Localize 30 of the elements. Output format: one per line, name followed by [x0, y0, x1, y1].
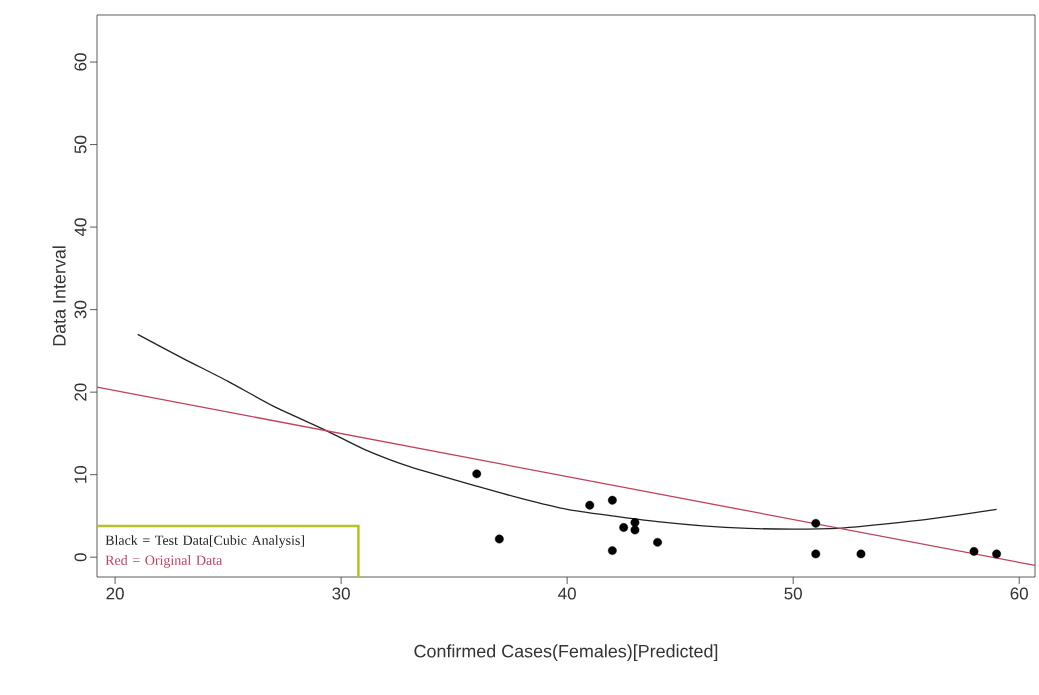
y-tick-label: 0 [74, 553, 87, 562]
point [630, 525, 640, 535]
point [585, 500, 595, 510]
y-tick-label: 30 [74, 300, 87, 319]
point [811, 518, 821, 528]
x-axis-title: Confirmed Cases(Females)[Predicted] [414, 644, 718, 662]
x-tick-label: 40 [558, 587, 576, 600]
point [856, 549, 866, 559]
text: Black = Test Data[Cubic Analysis] [105, 535, 304, 548]
point [653, 537, 662, 547]
y-tick-label: 40 [74, 218, 87, 237]
x-tick-label: 60 [1010, 587, 1028, 600]
y-tick-label: 10 [74, 465, 87, 483]
line-series [137, 333, 998, 530]
point [992, 549, 1001, 559]
y-tick-label: 60 [74, 53, 87, 71]
x-tick-label: 20 [106, 587, 124, 600]
y-axis-title: Data Interval [52, 246, 66, 346]
point [607, 495, 617, 505]
point [969, 547, 979, 556]
x-tick-label: 30 [332, 587, 350, 600]
point [607, 546, 617, 555]
point [619, 523, 629, 532]
x-tick-label: 50 [784, 587, 802, 600]
y-tick-label: 20 [74, 383, 87, 401]
point [811, 549, 821, 559]
point [494, 534, 504, 544]
text: Red = Original Data [105, 555, 223, 568]
y-tick-label: 50 [74, 135, 87, 154]
point [472, 469, 482, 479]
